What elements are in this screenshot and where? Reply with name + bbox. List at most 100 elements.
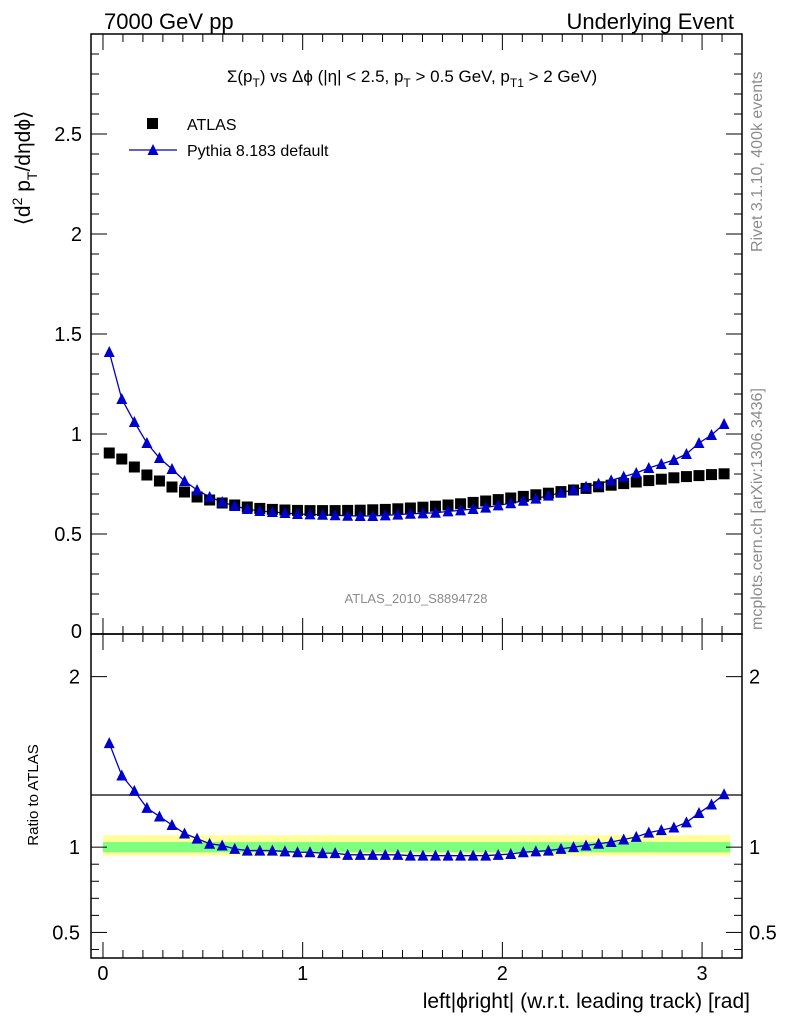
ratio-point: [342, 848, 354, 860]
atlas-point: [467, 496, 479, 508]
pythia-point: [304, 508, 316, 520]
main-ytick-label: 0: [71, 621, 82, 643]
atlas-point: [367, 504, 379, 516]
ratio-point: [517, 846, 529, 858]
pythia-point: [241, 503, 253, 514]
pythia-point: [204, 491, 216, 502]
main-panel: 0 0.5 1 1.5 2 2.5 Σ(pT) vs Δϕ (|η| < 2.5, pT …: [9, 33, 743, 643]
ratio-point: [655, 824, 667, 836]
pythia-point: [555, 486, 567, 498]
atlas-point: [429, 500, 441, 512]
ratio-point: [693, 807, 705, 819]
pythia-point: [605, 474, 617, 486]
atlas-point: [153, 475, 165, 487]
ratio-point: [404, 849, 416, 861]
atlas-point: [417, 501, 429, 513]
pythia-point: [379, 509, 391, 521]
pythia-point: [141, 437, 153, 448]
ratio-point: [354, 848, 366, 860]
pythia-point: [128, 416, 140, 427]
pythia-point: [618, 470, 630, 482]
ratio-point: [229, 842, 241, 854]
atlas-point: [179, 486, 191, 498]
ratio-point: [505, 847, 517, 859]
watermark: ATLAS_2010_S8894728: [345, 591, 488, 606]
atlas-point: [455, 498, 467, 510]
ratio-point: [128, 784, 140, 796]
main-ytick-label: 2.5: [54, 124, 82, 146]
ratio-point: [630, 830, 642, 842]
xtick-label: 1: [297, 963, 308, 985]
main-ytick-labels: 0 0.5 1 1.5 2 2.5: [54, 124, 82, 643]
ratio-point: [442, 849, 454, 861]
ratio-point: [680, 816, 692, 828]
atlas-point: [128, 461, 140, 473]
xtick-labels: 0 1 2 3: [97, 963, 707, 985]
ratio-point: [593, 837, 605, 849]
pythia-point: [467, 503, 479, 514]
atlas-point: [141, 469, 153, 481]
pythia-point: [392, 508, 404, 520]
ratio-point: [429, 849, 441, 861]
main-ylabel: ⟨d2 pT/dηdϕ⟩: [9, 111, 40, 226]
main-ytick-label: 1.5: [54, 324, 82, 346]
ratio-point: [455, 849, 467, 861]
atlas-point: [655, 473, 667, 485]
atlas-point: [166, 481, 178, 493]
ratio-ticks: [91, 634, 742, 958]
pythia-point: [216, 496, 228, 507]
main-ytick-label: 2: [71, 224, 82, 246]
ratio-ytick-label-right: 1: [749, 837, 760, 859]
pythia-point: [442, 505, 454, 517]
ratio-ytick-label: 1: [69, 837, 80, 859]
x-axis-label: left|ϕright| (w.r.t. leading track) [rad…: [423, 990, 750, 1013]
pythia-point: [542, 489, 554, 501]
ratio-point: [706, 798, 718, 810]
ratio-point: [567, 841, 579, 853]
pythia-point: [254, 505, 266, 516]
ratio-band-inner: [102, 842, 731, 853]
ratio-point: [304, 846, 316, 858]
header-right: Underlying Event: [566, 9, 734, 34]
ratio-point: [379, 848, 391, 860]
ratio-point: [103, 737, 115, 749]
ratio-point: [329, 847, 341, 859]
ratio-point: [166, 818, 178, 830]
pythia-point: [505, 497, 517, 509]
main-ytick-label: 1: [71, 424, 82, 446]
ratio-point: [216, 839, 228, 851]
ratio-ytick-labels: 0.5 0.5 1 1 2 2: [52, 667, 777, 945]
atlas-point: [680, 471, 692, 483]
legend-atlas-label: ATLAS: [187, 117, 237, 134]
rivet-label: Rivet 3.1.10, 400k events: [749, 71, 766, 252]
ratio-point: [643, 826, 655, 838]
pythia-point: [229, 500, 241, 511]
main-ticks: [91, 33, 742, 635]
pythia-line: [108, 351, 725, 517]
atlas-point: [706, 469, 718, 481]
ratio-point: [153, 810, 165, 822]
pythia-point: [480, 501, 492, 513]
pythia-point: [279, 507, 291, 518]
xtick-label: 2: [497, 963, 508, 985]
ratio-point: [141, 801, 153, 813]
ratio-point: [417, 849, 429, 861]
atlas-point: [693, 470, 705, 482]
pythia-point: [153, 452, 165, 463]
atlas-point: [103, 447, 115, 459]
pythia-point: [680, 448, 692, 459]
atlas-point: [116, 453, 128, 465]
ratio-point: [542, 844, 554, 856]
pythia-point: [706, 429, 718, 440]
ratio-point: [718, 788, 730, 800]
ratio-point: [367, 848, 379, 860]
ratio-ytick-label: 2: [69, 667, 80, 689]
pythia-point: [404, 507, 416, 519]
pythia-point: [417, 507, 429, 519]
ratio-ytick-label: 0.5: [52, 922, 80, 944]
pythia-point: [643, 462, 655, 473]
ratio-point: [530, 845, 542, 857]
main-ytick-label: 0.5: [54, 524, 82, 546]
pythia-point: [668, 454, 680, 465]
